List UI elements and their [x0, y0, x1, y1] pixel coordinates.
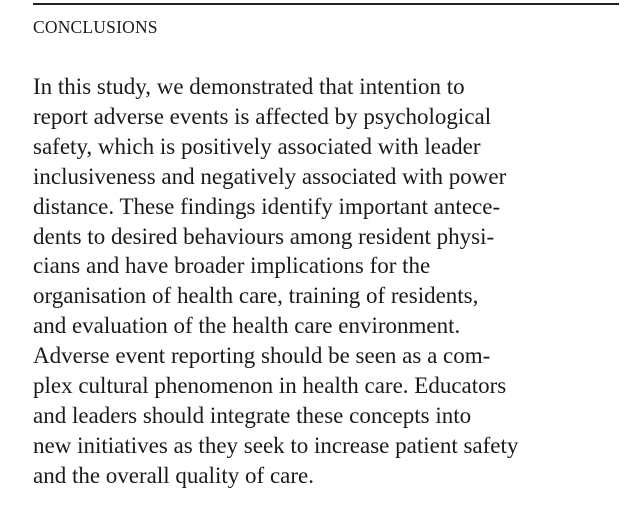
- text-line: plex cultural phenomenon in health care.…: [33, 373, 507, 399]
- text-line: dents to desired behaviours among reside…: [33, 223, 495, 249]
- text-line: cians and have broader implications for …: [33, 253, 431, 279]
- text-line: distance. These findings identify import…: [33, 193, 501, 219]
- text-line: inclusiveness and negatively associated …: [33, 163, 507, 189]
- text-line: new initiatives as they seek to increase…: [33, 432, 519, 458]
- text-line: and leaders should integrate these conce…: [33, 402, 472, 428]
- text-line: In this study, we demonstrated that inte…: [33, 74, 465, 99]
- text-line: report adverse events is affected by psy…: [33, 103, 492, 129]
- section-heading: CONCLUSIONS: [33, 17, 158, 37]
- text-line: Adverse event reporting should be seen a…: [33, 343, 491, 369]
- conclusions-paragraph: In this study, we demonstrated that inte…: [33, 72, 518, 491]
- top-rule: [33, 3, 619, 5]
- text-line: and the overall quality of care.: [33, 462, 314, 488]
- text-line: and evaluation of the health care enviro…: [33, 313, 461, 339]
- text-line: safety, which is positively associated w…: [33, 133, 481, 159]
- text-line: organisation of health care, training of…: [33, 283, 479, 309]
